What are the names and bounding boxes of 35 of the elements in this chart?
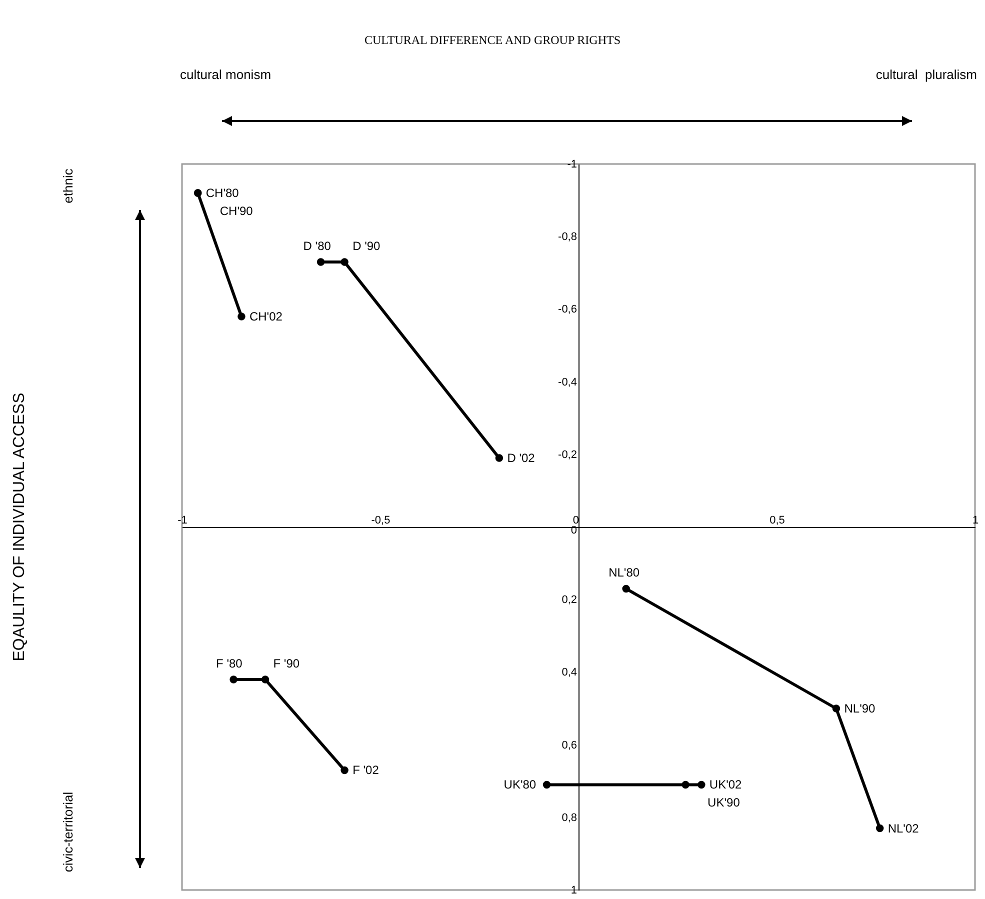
x-tick-label: 1 (972, 514, 979, 526)
annotation: CH'90 (220, 204, 254, 218)
y-tick-label: -0,4 (558, 376, 577, 388)
y-tick-label: 0,4 (562, 666, 577, 679)
y-tick-label: -0,6 (558, 304, 577, 316)
annotation: CH'02 (249, 309, 283, 324)
x-tick-label: -1 (178, 514, 188, 526)
annotation: UK'02 (709, 778, 742, 792)
text: EQAULITY OF INDIVIDUAL ACCESS (11, 392, 28, 662)
annotation: NL'90 (844, 702, 876, 716)
y-tick-label: -0,8 (558, 231, 577, 244)
y-tick-label: 0,6 (562, 739, 577, 752)
text: ethnic (60, 168, 76, 204)
annotation: D '02 (507, 451, 536, 466)
chart-title: CULTURAL DIFFERENCE AND GROUP RIGHTS (363, 33, 622, 47)
text: civic-territorial (60, 792, 76, 872)
y-tick-label: 0,2 (562, 594, 577, 606)
x-tick-label: 0,5 (770, 514, 785, 526)
annotation: F '02 (352, 763, 380, 778)
y-tick-label: -1 (567, 158, 577, 170)
y-tick-label: -0,2 (558, 448, 577, 461)
annotation: UK'90 (708, 796, 740, 810)
annotation: UK'80 (504, 778, 536, 792)
annotation: F '80 (216, 656, 243, 670)
y-tick-label: 0,8 (562, 812, 577, 824)
annotation: NL'02 (888, 821, 920, 836)
annotation: F '90 (273, 656, 300, 670)
x-tick-label: -0,5 (371, 514, 390, 526)
annotation: CH'80 (206, 186, 240, 200)
annotation: D '80 (303, 239, 332, 254)
text: cultural pluralism (876, 67, 977, 82)
text: cultural monism (180, 67, 272, 82)
y-tick-label: 1 (570, 884, 577, 896)
annotation: D '90 (352, 239, 381, 254)
annotation: NL'80 (608, 566, 640, 580)
